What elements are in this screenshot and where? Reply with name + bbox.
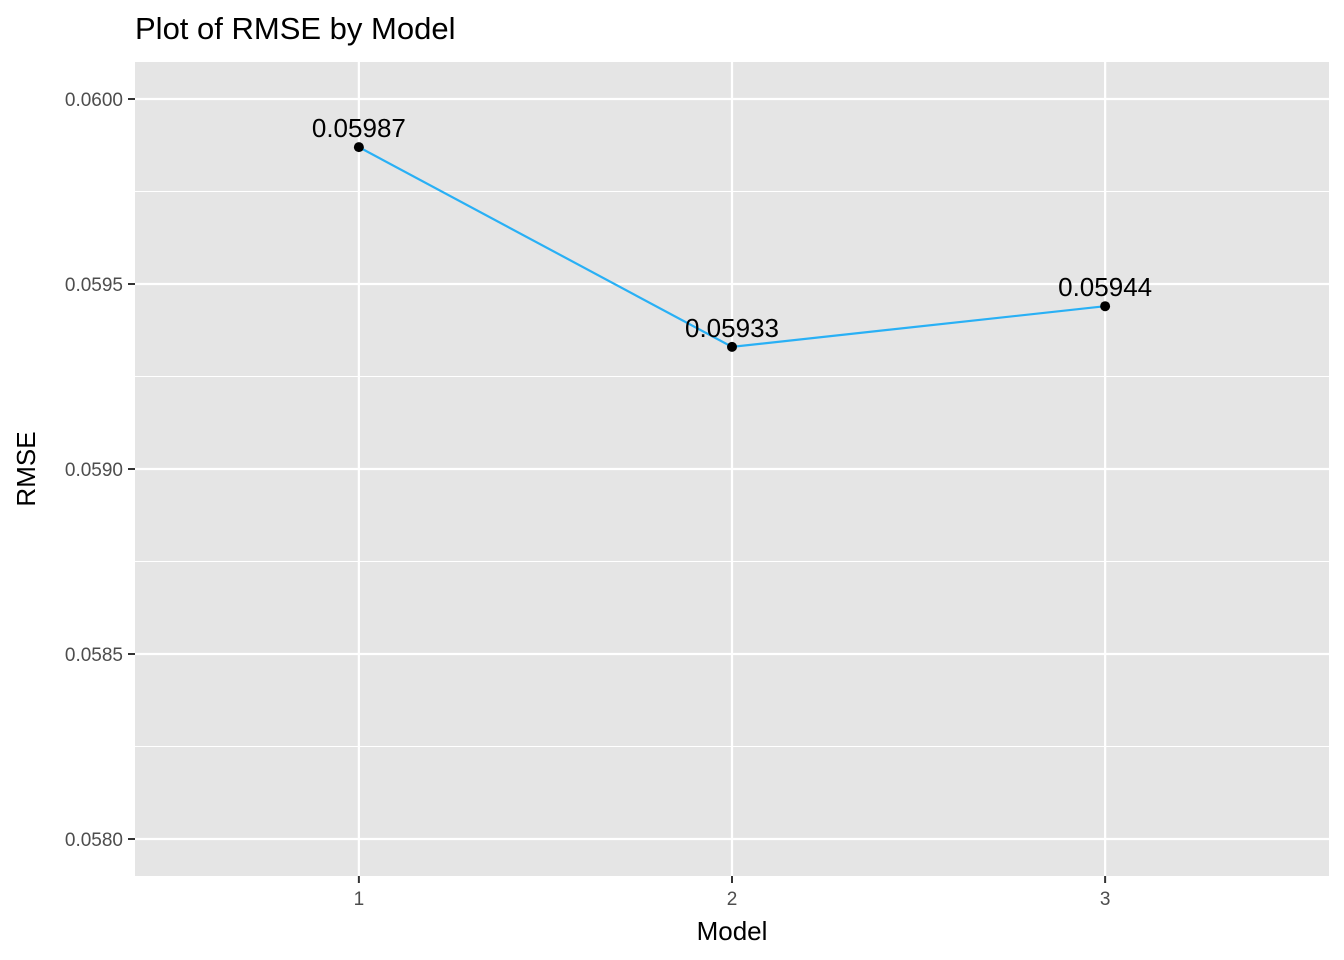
x-tick-label: 2	[727, 889, 738, 910]
x-axis-title: Model	[697, 916, 768, 946]
y-axis-ticks: 0.0580 0.0585 0.0590 0.0595 0.0600	[65, 90, 135, 851]
data-points	[353, 142, 1111, 352]
data-label: 0.05933	[685, 313, 779, 343]
y-tick-label: 0.0580	[65, 830, 123, 851]
major-gridlines-x	[357, 62, 1107, 876]
data-point	[1100, 301, 1111, 312]
chart-title: Plot of RMSE by Model	[135, 11, 455, 46]
y-tick-label: 0.0590	[65, 460, 123, 481]
data-label: 0.05987	[312, 113, 406, 143]
data-label: 0.05944	[1058, 272, 1152, 302]
y-tick-label: 0.0600	[65, 90, 123, 111]
x-tick-label: 3	[1100, 889, 1111, 910]
x-tick-label: 1	[354, 889, 365, 910]
y-tick-label: 0.0595	[65, 275, 123, 296]
y-axis-title: RMSE	[11, 431, 41, 506]
data-point	[353, 142, 364, 153]
data-point	[727, 341, 737, 352]
x-axis-ticks: 1 2 3	[354, 876, 1111, 910]
data-labels: 0.05987 0.05933 0.05944	[312, 113, 1152, 343]
y-tick-label: 0.0585	[65, 645, 123, 666]
